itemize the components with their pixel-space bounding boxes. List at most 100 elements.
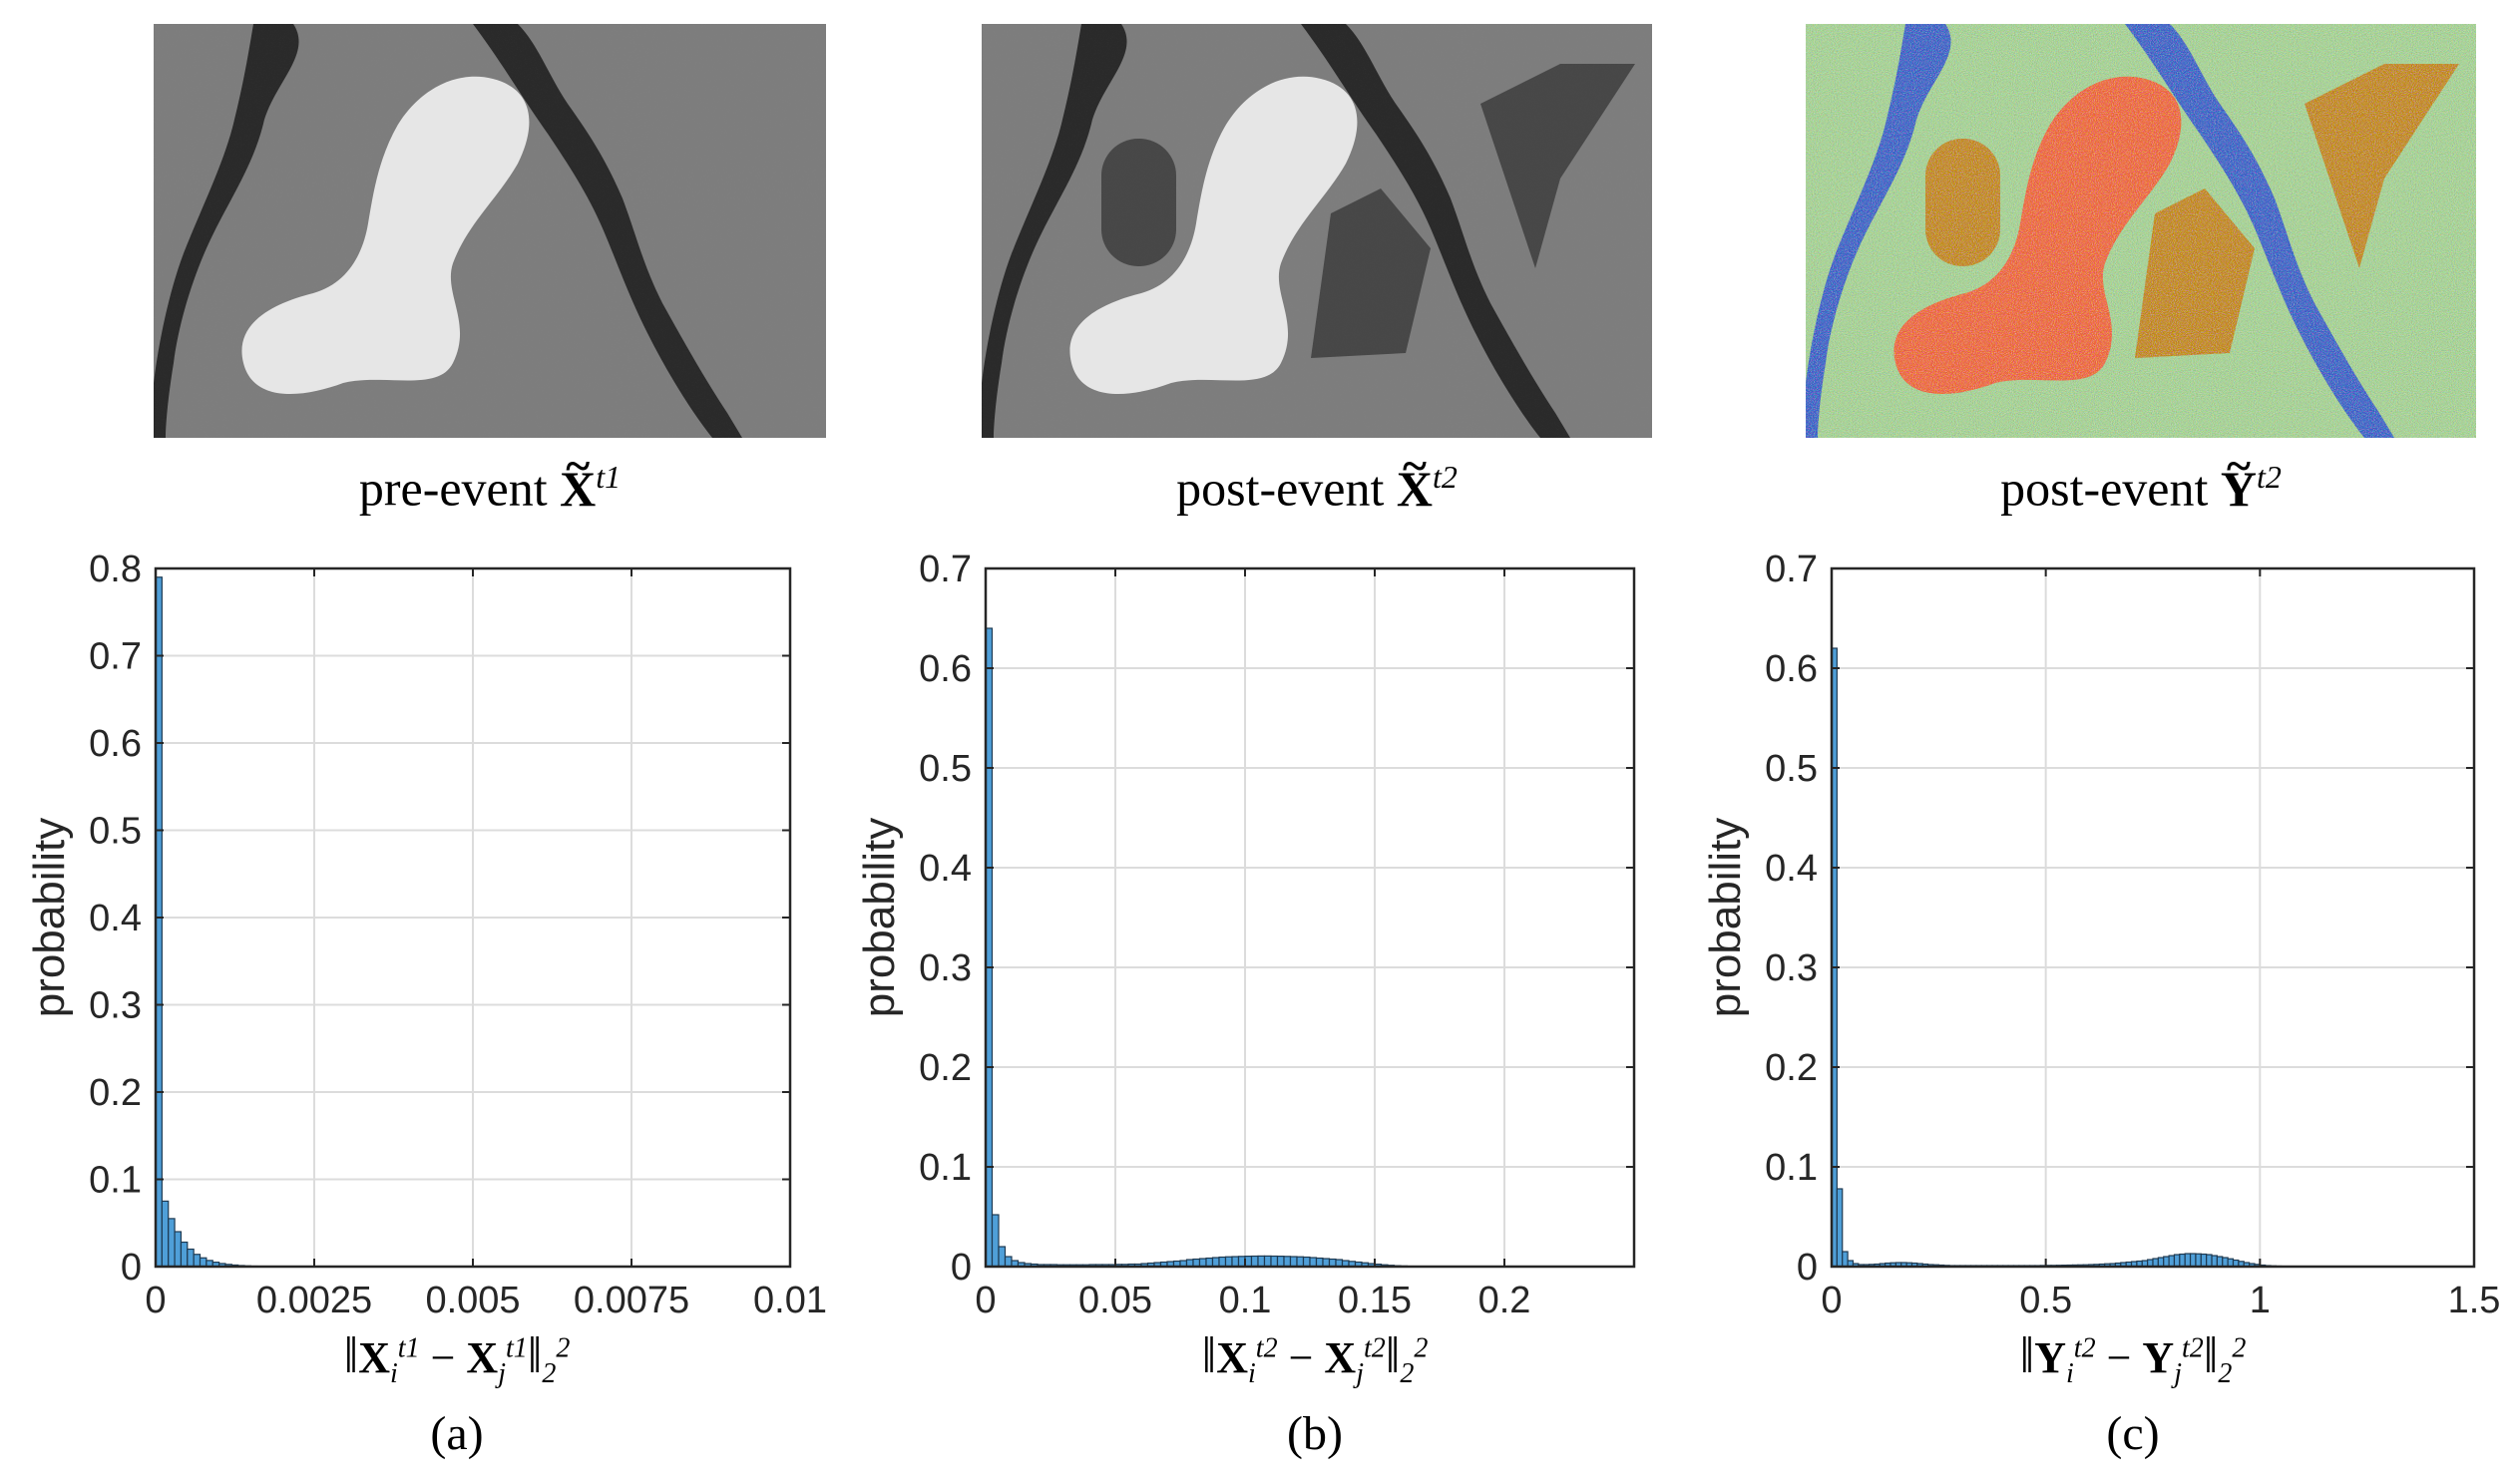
y-tick-label: 0.5 — [919, 748, 972, 790]
histogram-bar — [1315, 1257, 1324, 1268]
histogram-bar — [193, 1254, 202, 1268]
panel-label-c: (c) — [2106, 1407, 2160, 1460]
histogram-bar — [1211, 1257, 1220, 1268]
y-axis-label: probability — [1701, 818, 1750, 1018]
x-tick-label: 0.5 — [2019, 1280, 2072, 1316]
y-tick-label: 0.7 — [919, 549, 972, 590]
x-tick-label: 0 — [145, 1280, 166, 1316]
x-tick-label: 0.01 — [753, 1280, 827, 1316]
histogram-bar — [1289, 1256, 1298, 1268]
histogram-bar — [180, 1241, 189, 1268]
histogram-bar — [187, 1248, 195, 1268]
y-tick-label: 0.3 — [89, 985, 142, 1027]
y-tick-label: 0 — [951, 1247, 972, 1289]
xlabel-b: ‖Xit2 − Xjt2‖22 — [1201, 1327, 1429, 1389]
histogram-bar — [1004, 1256, 1013, 1268]
histogram-bar — [1302, 1256, 1311, 1268]
y-tick-label: 0.6 — [1765, 648, 1818, 690]
post-event-x-image — [982, 24, 1652, 438]
x-tick-label: 0.005 — [425, 1280, 520, 1316]
post-event-y-image — [1806, 24, 2476, 438]
y-tick-label: 0.7 — [1765, 549, 1818, 590]
y-tick-label: 0.1 — [1765, 1147, 1818, 1189]
histogram-bar — [2200, 1253, 2208, 1268]
histogram-bar — [2211, 1255, 2218, 1268]
x-tick-label: 0.0025 — [256, 1280, 372, 1316]
histogram-bar — [2179, 1253, 2186, 1268]
histogram-bar — [2216, 1256, 2224, 1268]
panel-label-a: (a) — [430, 1407, 484, 1460]
histogram-bar — [998, 1246, 1007, 1268]
histogram-bar — [2168, 1255, 2176, 1268]
histogram-b: 0 0.05 0.1 0.15 0.2 0 0.1 0.2 0.3 0.4 0.5 0.6 0.7 pro… — [855, 549, 1636, 1316]
histogram-bar — [1205, 1257, 1214, 1268]
histogram-bar — [2157, 1257, 2165, 1268]
axes-box — [1830, 566, 2476, 1269]
y-tick-label: 0.5 — [1765, 748, 1818, 790]
y-tick-label: 0.5 — [89, 811, 142, 853]
histogram-bar — [1231, 1256, 1240, 1268]
histogram-bar — [1842, 1251, 1849, 1268]
histogram-bar — [2184, 1253, 2192, 1268]
xlabel-a: ‖Xit1 − Xjt1‖22 — [343, 1327, 571, 1389]
y-tick-label: 0.3 — [919, 947, 972, 989]
x-tick-label: 1 — [2250, 1280, 2271, 1316]
y-tick-label: 0.1 — [89, 1160, 142, 1202]
pre-event-image — [154, 24, 826, 438]
y-tick-label: 0.2 — [1765, 1047, 1818, 1089]
y-axis-label: probability — [25, 818, 74, 1018]
histogram-bar — [991, 1214, 1000, 1268]
histogram-bar — [1218, 1256, 1227, 1268]
histogram-bar — [1296, 1256, 1305, 1268]
histogram-c: 0 0.5 1 1.5 0 0.1 0.2 0.3 0.4 0.5 0.6 0.7 probabilit… — [1701, 549, 2501, 1316]
y-axis-label: probability — [855, 818, 904, 1018]
histogram-bar — [1283, 1256, 1292, 1268]
x-tick-label: 1.5 — [2448, 1280, 2501, 1316]
histogram-bar — [199, 1257, 208, 1268]
y-tick-label: 0.6 — [89, 723, 142, 765]
histogram-bar — [1276, 1255, 1285, 1268]
x-tick-label: 0.1 — [1219, 1280, 1272, 1316]
y-tick-label: 0.8 — [89, 549, 142, 590]
x-tick-label: 0.0075 — [574, 1280, 689, 1316]
caption-post-event-x: post-event ~ Xt2 — [1176, 439, 1458, 517]
y-tick-label: 0 — [1797, 1247, 1818, 1289]
x-tick-label: 0 — [1821, 1280, 1842, 1316]
histogram-bar — [1309, 1257, 1318, 1268]
y-tick-label: 0.2 — [89, 1072, 142, 1114]
histogram-bar — [174, 1231, 183, 1268]
plot-area — [1832, 568, 2474, 1267]
histogram-bar — [2189, 1253, 2197, 1268]
histogram-bar — [2206, 1254, 2213, 1268]
histogram-bar — [1250, 1255, 1259, 1268]
y-tick-label: 0.3 — [1765, 947, 1818, 989]
xlabel-c: ‖Yit2 − Yjt2‖22 — [2019, 1327, 2247, 1389]
plot-area — [986, 568, 1634, 1267]
histogram-bar — [2222, 1257, 2229, 1268]
histogram-bar — [168, 1218, 176, 1268]
y-tick-label: 0 — [121, 1247, 142, 1289]
y-tick-label: 0.2 — [919, 1047, 972, 1089]
x-tick-label: 0.15 — [1338, 1280, 1412, 1316]
histogram-bar — [1257, 1255, 1266, 1268]
histogram-bar — [2163, 1256, 2170, 1268]
histogram-bar — [161, 1200, 170, 1268]
panel-label-b: (b) — [1287, 1407, 1343, 1460]
y-tick-label: 0.4 — [1765, 848, 1818, 890]
caption-post-event-y: post-event ~ Yt2 — [2000, 439, 2282, 517]
histogram-bar — [1224, 1256, 1233, 1268]
y-tick-label: 0.4 — [919, 848, 972, 890]
histogram-bar — [1263, 1255, 1272, 1268]
histogram-bar — [2195, 1253, 2202, 1268]
y-tick-label: 0.6 — [919, 648, 972, 690]
y-tick-label: 0.1 — [919, 1147, 972, 1189]
x-tick-label: 0 — [975, 1280, 996, 1316]
histogram-a: 0 0.0025 0.005 0.0075 0.01 0 0.1 0.2 0.3 0.4 0.5 0.… — [25, 549, 827, 1316]
axes-box — [984, 566, 1636, 1269]
histogram-bar — [2173, 1254, 2181, 1268]
y-tick-label: 0.4 — [89, 898, 142, 939]
histogram-bar — [1836, 1188, 1844, 1268]
caption-pre-event: pre-event ~ Xt1 — [358, 439, 622, 517]
y-tick-label: 0.7 — [89, 636, 142, 678]
histogram-bar — [1270, 1255, 1279, 1268]
